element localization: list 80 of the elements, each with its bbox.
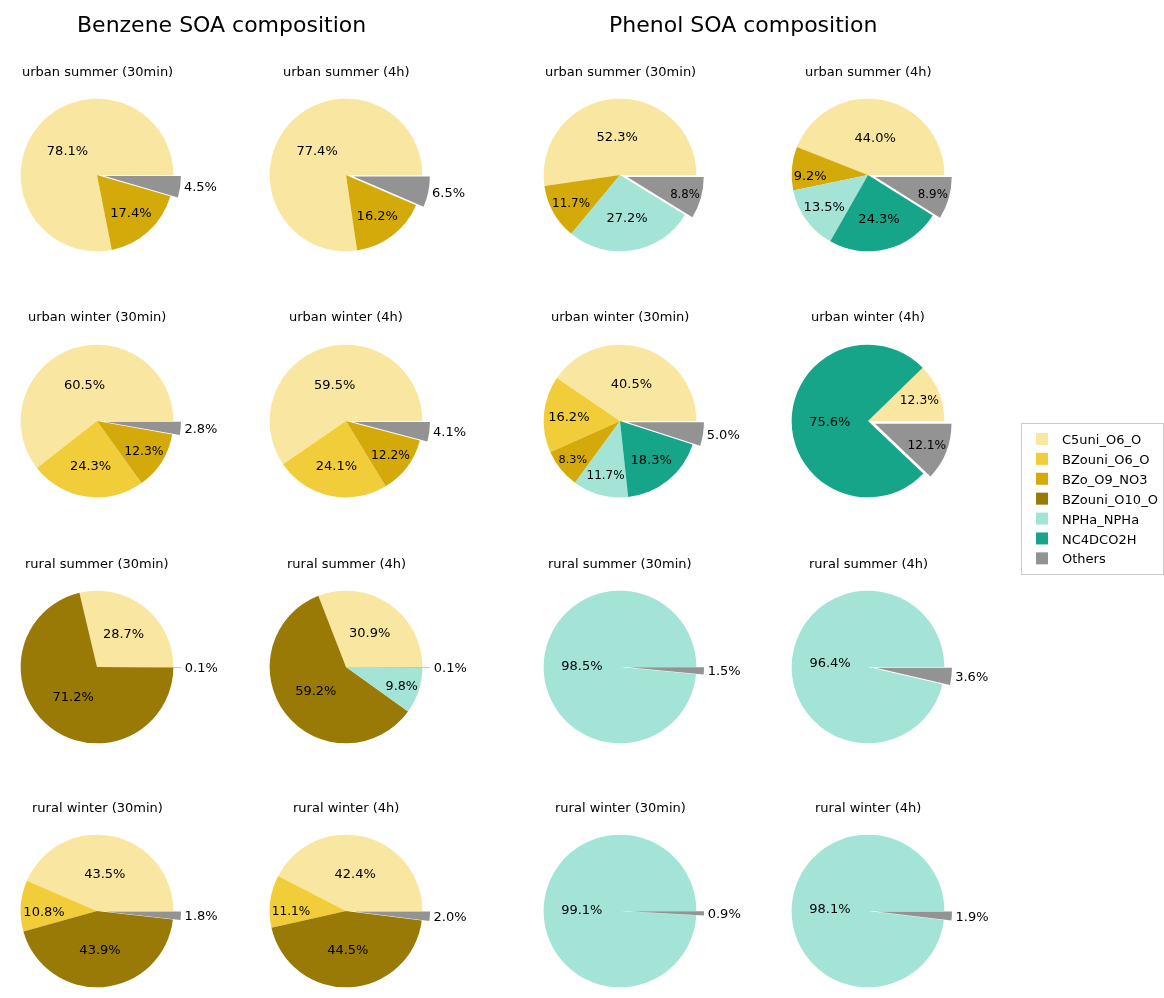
data-label: 1.9%: [955, 908, 989, 924]
chart-title: urban winter (30min): [551, 309, 690, 324]
data-label: 0.9%: [707, 905, 741, 921]
data-label: 96.4%: [809, 655, 851, 671]
data-label: 8.9%: [917, 186, 948, 201]
data-label: 52.3%: [596, 129, 638, 145]
data-label: 59.5%: [314, 377, 356, 393]
data-label: 11.7%: [586, 468, 625, 483]
legend-label: BZouni_O6_O: [1062, 451, 1150, 467]
chart-title: rural summer (30min): [548, 556, 692, 571]
data-label: 24.1%: [315, 457, 358, 473]
data-label: 98.1%: [809, 901, 851, 917]
legend-label: NC4DCO2H: [1062, 531, 1137, 547]
data-label: 16.2%: [548, 408, 590, 424]
data-label: 1.5%: [707, 663, 741, 679]
data-label: 0.1%: [184, 659, 218, 675]
data-label: 8.3%: [558, 453, 588, 467]
data-label: 44.5%: [327, 941, 369, 957]
chart-title: rural winter (30min): [555, 800, 686, 815]
data-label: 24.3%: [858, 211, 900, 227]
data-label: 16.2%: [356, 208, 398, 224]
text: Benzene SOA composition: [77, 12, 367, 37]
data-label: 12.3%: [899, 393, 940, 408]
data-label: 12.2%: [370, 447, 411, 462]
data-label: 9.2%: [793, 167, 827, 183]
data-label: 1.8%: [184, 908, 218, 924]
data-label: 77.4%: [296, 142, 338, 158]
data-label: 75.6%: [809, 413, 851, 429]
data-label: 2.8%: [184, 420, 218, 436]
chart-title: urban summer (4h): [283, 64, 410, 79]
data-label: 13.5%: [803, 199, 845, 215]
chart-title: urban summer (4h): [805, 64, 932, 79]
legend-label: NPHa_NPHa: [1062, 511, 1140, 527]
legend-label: Others: [1062, 551, 1106, 567]
data-label: 44.0%: [854, 129, 896, 145]
data-label: 24.3%: [69, 458, 112, 474]
data-label: 42.4%: [334, 865, 376, 881]
data-label: 12.3%: [124, 443, 164, 458]
data-label: 43.9%: [79, 941, 121, 957]
data-label: 30.9%: [348, 624, 391, 640]
chart-title: rural summer (4h): [809, 556, 929, 571]
data-label: 18.3%: [630, 451, 672, 467]
chart-title: urban winter (4h): [811, 309, 925, 324]
data-label: 4.1%: [433, 424, 467, 440]
data-label: 27.2%: [606, 210, 648, 226]
legend-label: BZo_O9_NO3: [1062, 471, 1148, 487]
data-label: 9.8%: [385, 677, 418, 693]
data-label: 6.5%: [432, 184, 466, 200]
data-label: 2.0%: [433, 908, 467, 924]
chart-title: rural summer (4h): [287, 556, 407, 571]
data-label: 28.7%: [102, 625, 145, 641]
legend-label: C5uni_O6_O: [1062, 432, 1142, 448]
chart-title: urban summer (30min): [545, 64, 697, 79]
data-label: 5.0%: [706, 426, 740, 442]
data-label: 3.6%: [955, 669, 989, 685]
chart-title: rural winter (4h): [293, 800, 400, 815]
data-label: 78.1%: [46, 143, 89, 159]
data-label: 12.1%: [907, 437, 947, 452]
chart-title: rural winter (30min): [32, 800, 163, 815]
data-label: 0.1%: [433, 659, 467, 675]
data-label: 11.7%: [552, 195, 590, 210]
data-label: 17.4%: [110, 204, 152, 220]
text: Phenol SOA composition: [609, 12, 878, 37]
chart-title: urban winter (30min): [28, 309, 167, 324]
data-label: 98.5%: [561, 657, 603, 673]
chart-title: urban winter (4h): [289, 309, 403, 324]
data-label: 43.5%: [84, 865, 126, 881]
data-label: 99.1%: [561, 902, 603, 918]
data-label: 10.8%: [23, 903, 65, 919]
chart-title: urban summer (30min): [22, 64, 174, 79]
data-label: 11.1%: [271, 904, 311, 919]
data-label: 8.8%: [670, 186, 700, 201]
chart-title: rural summer (30min): [25, 556, 169, 571]
chart-title: rural winter (4h): [815, 800, 922, 815]
data-label: 40.5%: [610, 376, 653, 392]
data-label: 59.2%: [295, 682, 337, 698]
data-label: 4.5%: [183, 179, 217, 195]
data-label: 71.2%: [52, 689, 94, 705]
data-label: 60.5%: [63, 377, 106, 393]
legend-label: BZouni_O10_O: [1062, 491, 1158, 507]
